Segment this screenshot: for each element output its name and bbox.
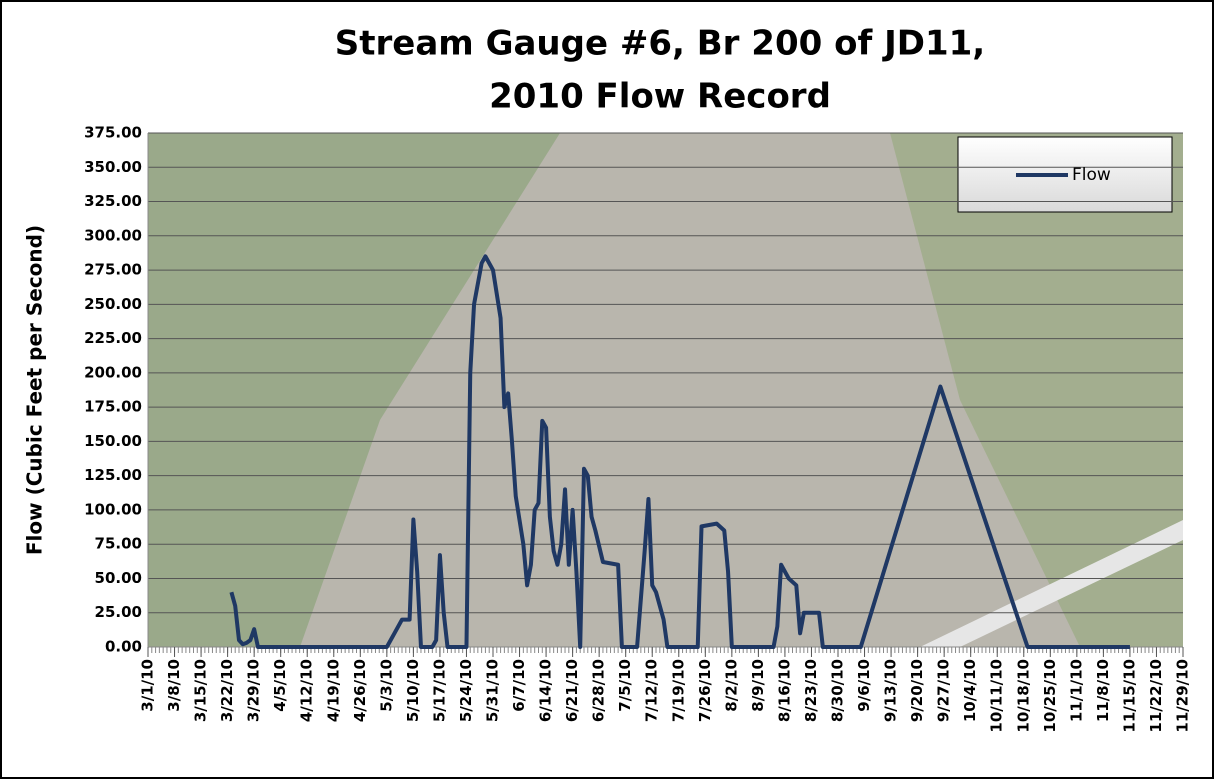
x-tick-label: 7/26/10 [696,659,714,722]
x-tick-label: 11/1/10 [1067,659,1085,722]
x-tick-label: 3/8/10 [165,659,183,712]
y-tick-label: 0.00 [105,638,142,656]
y-tick-label: 25.00 [95,603,142,621]
x-tick-label: 4/5/10 [271,659,289,712]
x-tick-label: 7/12/10 [643,659,661,722]
y-tick-label: 325.00 [84,192,142,210]
x-tick-label: 11/15/10 [1120,659,1138,733]
x-tick-label: 9/27/10 [935,659,953,722]
y-tick-label: 50.00 [95,569,142,587]
chart-title: Stream Gauge #6, Br 200 of JD11, [335,24,985,64]
x-tick-label: 5/10/10 [404,659,422,722]
x-tick-label: 10/18/10 [1014,659,1032,733]
x-tick-label: 8/2/10 [722,659,740,712]
x-tick-label: 10/11/10 [988,659,1006,733]
x-tick-label: 3/22/10 [218,659,236,722]
x-tick-label: 5/3/10 [377,659,395,712]
y-tick-label: 125.00 [84,466,142,484]
y-tick-label: 375.00 [84,124,142,142]
x-tick-label: 3/29/10 [245,659,263,722]
background-photo [148,133,1183,647]
y-tick-label: 100.00 [84,500,142,518]
y-tick-label: 250.00 [84,295,142,313]
legend-label: Flow [1072,165,1111,185]
x-tick-label: 11/8/10 [1094,659,1112,722]
x-tick-label: 8/23/10 [802,659,820,722]
x-tick-label: 6/14/10 [537,659,555,722]
y-axis-label: Flow (Cubic Feet per Second) [23,225,47,555]
x-tick-label: 6/21/10 [563,659,581,722]
title-group: Stream Gauge #6, Br 200 of JD11, 2010 Flo… [335,24,985,117]
y-tick-label: 275.00 [84,261,142,279]
x-tick-label: 9/20/10 [908,659,926,722]
x-tick-label: 4/12/10 [298,659,316,722]
x-tick-label: 11/29/10 [1174,659,1192,733]
x-tick-label: 8/9/10 [749,659,767,712]
y-tick-label: 75.00 [95,535,142,553]
x-tick-label: 9/6/10 [855,659,873,712]
x-tick-label: 10/4/10 [961,659,979,722]
x-tick-label: 5/31/10 [484,659,502,722]
y-tick-label: 225.00 [84,329,142,347]
x-tick-label: 4/19/10 [324,659,342,722]
x-tick-label: 6/28/10 [590,659,608,722]
x-tick-label: 5/17/10 [430,659,448,722]
y-tick-label: 150.00 [84,432,142,450]
flow-line [229,254,1130,649]
y-tick-label: 350.00 [84,158,142,176]
x-tick-label: 3/1/10 [139,659,157,712]
x-tick-label: 7/19/10 [669,659,687,722]
x-tick-label: 11/22/10 [1147,659,1165,733]
x-tick-label: 8/30/10 [829,659,847,722]
x-tick-label: 3/15/10 [192,659,210,722]
x-tick-label: 6/7/10 [510,659,528,712]
x-tick-label: 10/25/10 [1041,659,1059,733]
y-tick-label: 200.00 [84,363,142,381]
y-tick-label: 300.00 [84,226,142,244]
x-tick-label: 7/5/10 [616,659,634,712]
x-tick-label: 5/24/10 [457,659,475,722]
x-tick-label: 9/13/10 [882,659,900,722]
chart-title: 2010 Flow Record [489,77,831,117]
x-tick-label: 8/16/10 [775,659,793,722]
y-tick-label: 175.00 [84,398,142,416]
x-tick-label: 4/26/10 [351,659,369,722]
